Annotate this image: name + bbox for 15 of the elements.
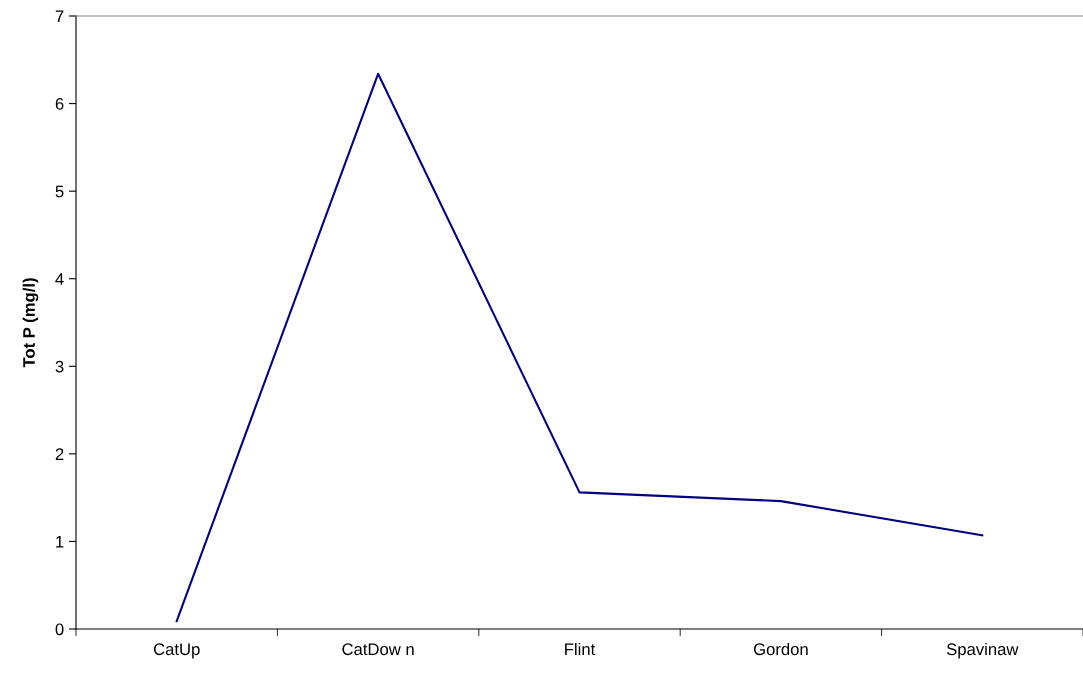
y-tick-label: 4 [55, 273, 64, 285]
y-tick-label: 7 [55, 10, 64, 23]
y-tick-label: 1 [56, 536, 64, 548]
x-tick-label: CatDow n [342, 643, 414, 656]
y-tick-label: 6 [55, 97, 64, 110]
x-tick-label: CatUp [153, 643, 200, 659]
y-tick-label: 2 [55, 448, 64, 460]
x-tick-label: Flint [565, 642, 596, 656]
x-tick-label: Spavinaw [946, 642, 1019, 659]
line-series [175, 72, 984, 623]
y-tick-label: 3 [55, 360, 64, 373]
y-tick-label: 5 [55, 185, 64, 198]
y-tick-label: 0 [55, 623, 64, 636]
y-axis-title: Tot P (mg/l) [22, 278, 39, 368]
x-tick-label: Gordon [753, 642, 808, 656]
